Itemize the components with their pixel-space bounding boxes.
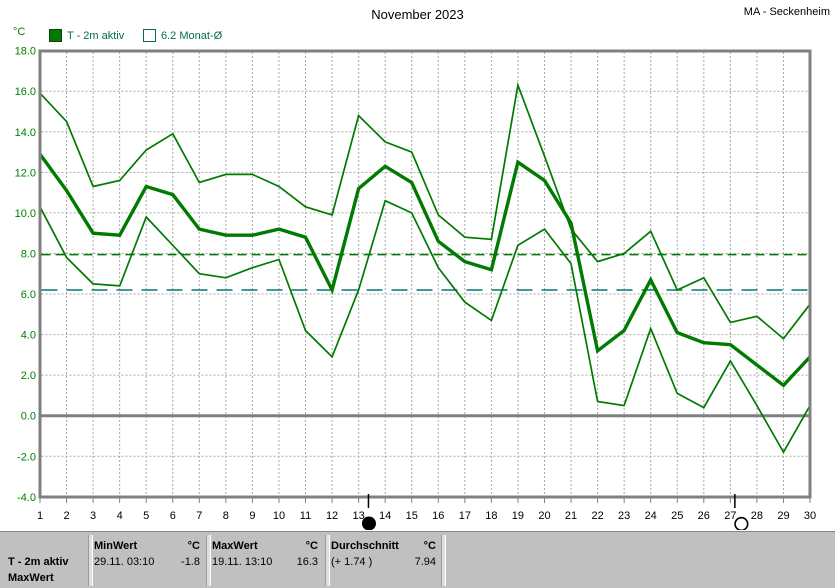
stat-date: (+ 1.74 ) xyxy=(331,556,373,568)
divider xyxy=(325,535,330,586)
stat-value: -1.8 xyxy=(181,556,200,568)
divider xyxy=(206,535,211,586)
stats-series-sublabel: MaxWert xyxy=(8,572,54,584)
legend-item-t2m-aktiv: T - 2m aktiv xyxy=(49,28,124,43)
x-tick-label: 22 xyxy=(591,510,603,522)
x-tick-label: 7 xyxy=(196,510,202,522)
stat-header: MaxWert xyxy=(212,540,258,552)
x-tick-label: 20 xyxy=(538,510,550,522)
stat-unit: °C xyxy=(423,540,436,552)
series-line-min xyxy=(39,199,811,454)
x-tick-label: 28 xyxy=(751,510,763,522)
legend-label: 6.2 Monat-Ø xyxy=(161,29,223,42)
y-tick-label: 4.0 xyxy=(21,330,36,342)
x-tick-label: 23 xyxy=(618,510,630,522)
stat-value: 16.3 xyxy=(296,556,318,568)
x-tick-label: 14 xyxy=(379,510,391,522)
x-tick-label: 11 xyxy=(300,510,311,522)
x-tick-label: 26 xyxy=(698,510,710,522)
x-tick-label: 10 xyxy=(273,510,285,522)
stat-date: 19.11. 13:10 xyxy=(212,556,273,568)
x-tick-label: 13 xyxy=(352,510,364,522)
open-square-icon xyxy=(143,29,156,42)
x-tick-label: 25 xyxy=(671,510,683,522)
x-tick-label: 4 xyxy=(117,510,123,522)
y-tick-label: 18.0 xyxy=(15,46,36,58)
y-tick-label: 12.0 xyxy=(15,167,36,179)
stat-date: 29.11. 03:10 xyxy=(94,556,155,568)
x-tick-label: 15 xyxy=(406,510,418,522)
y-tick-label: 16.0 xyxy=(15,86,36,98)
series-line-mean xyxy=(38,153,812,388)
x-tick-label: 29 xyxy=(777,510,789,522)
y-axis-unit-label: °C xyxy=(13,26,26,38)
chart-svg: 1 2 3 4 5 6 7 8 9 10 11 12 13 14 15 16 17 18 19 20 21 22 23 24 2… xyxy=(15,46,816,530)
y-tick-label: 6.0 xyxy=(21,289,36,301)
stat-value: 7.94 xyxy=(414,556,436,568)
divider xyxy=(441,535,446,586)
legend-label: T - 2m aktiv xyxy=(67,29,125,42)
legend-item-monat-avg: 6.2 Monat-Ø xyxy=(143,28,222,43)
stats-series-label: T - 2m aktiv xyxy=(8,556,69,568)
series-line-max xyxy=(39,81,811,340)
stat-header: Durchschnitt xyxy=(331,540,399,552)
stat-unit: °C xyxy=(305,540,318,552)
y-tick-label: -2.0 xyxy=(17,451,36,463)
y-tick-label: 10.0 xyxy=(15,208,36,220)
stat-header: MinWert xyxy=(94,540,138,552)
x-tick-label: 12 xyxy=(326,510,338,522)
x-tick-label: 9 xyxy=(249,510,255,522)
y-tick-label: 2.0 xyxy=(21,370,36,382)
stats-panel: T - 2m aktiv MaxWert MinWert °C 29.11. 0… xyxy=(0,531,835,588)
x-tick-label: 21 xyxy=(565,510,577,522)
stat-unit: °C xyxy=(187,540,200,552)
x-tick-label: 30 xyxy=(804,510,816,522)
filled-square-icon xyxy=(49,29,62,42)
x-tick-label: 2 xyxy=(63,510,69,522)
page-title: November 2023 xyxy=(371,7,464,22)
x-tick-label: 27 xyxy=(724,510,736,522)
full-moon-icon xyxy=(361,516,376,530)
x-tick-label: 18 xyxy=(485,510,497,522)
x-tick-label: 8 xyxy=(223,510,229,522)
x-tick-label: 17 xyxy=(459,510,471,522)
y-tick-label: -4.0 xyxy=(17,492,36,504)
y-tick-label: 0.0 xyxy=(21,411,36,423)
x-tick-label: 16 xyxy=(432,510,444,522)
x-tick-label: 24 xyxy=(645,510,657,522)
new-moon-icon xyxy=(734,516,749,530)
x-tick-label: 5 xyxy=(143,510,149,522)
y-tick-label: 8.0 xyxy=(21,248,36,260)
station-name: MA - Seckenheim xyxy=(743,6,830,18)
x-tick-label: 1 xyxy=(37,510,43,522)
x-tick-label: 3 xyxy=(90,510,96,522)
y-tick-label: 14.0 xyxy=(15,127,36,139)
x-tick-label: 6 xyxy=(170,510,176,522)
x-tick-label: 19 xyxy=(512,510,524,522)
divider xyxy=(88,535,93,586)
